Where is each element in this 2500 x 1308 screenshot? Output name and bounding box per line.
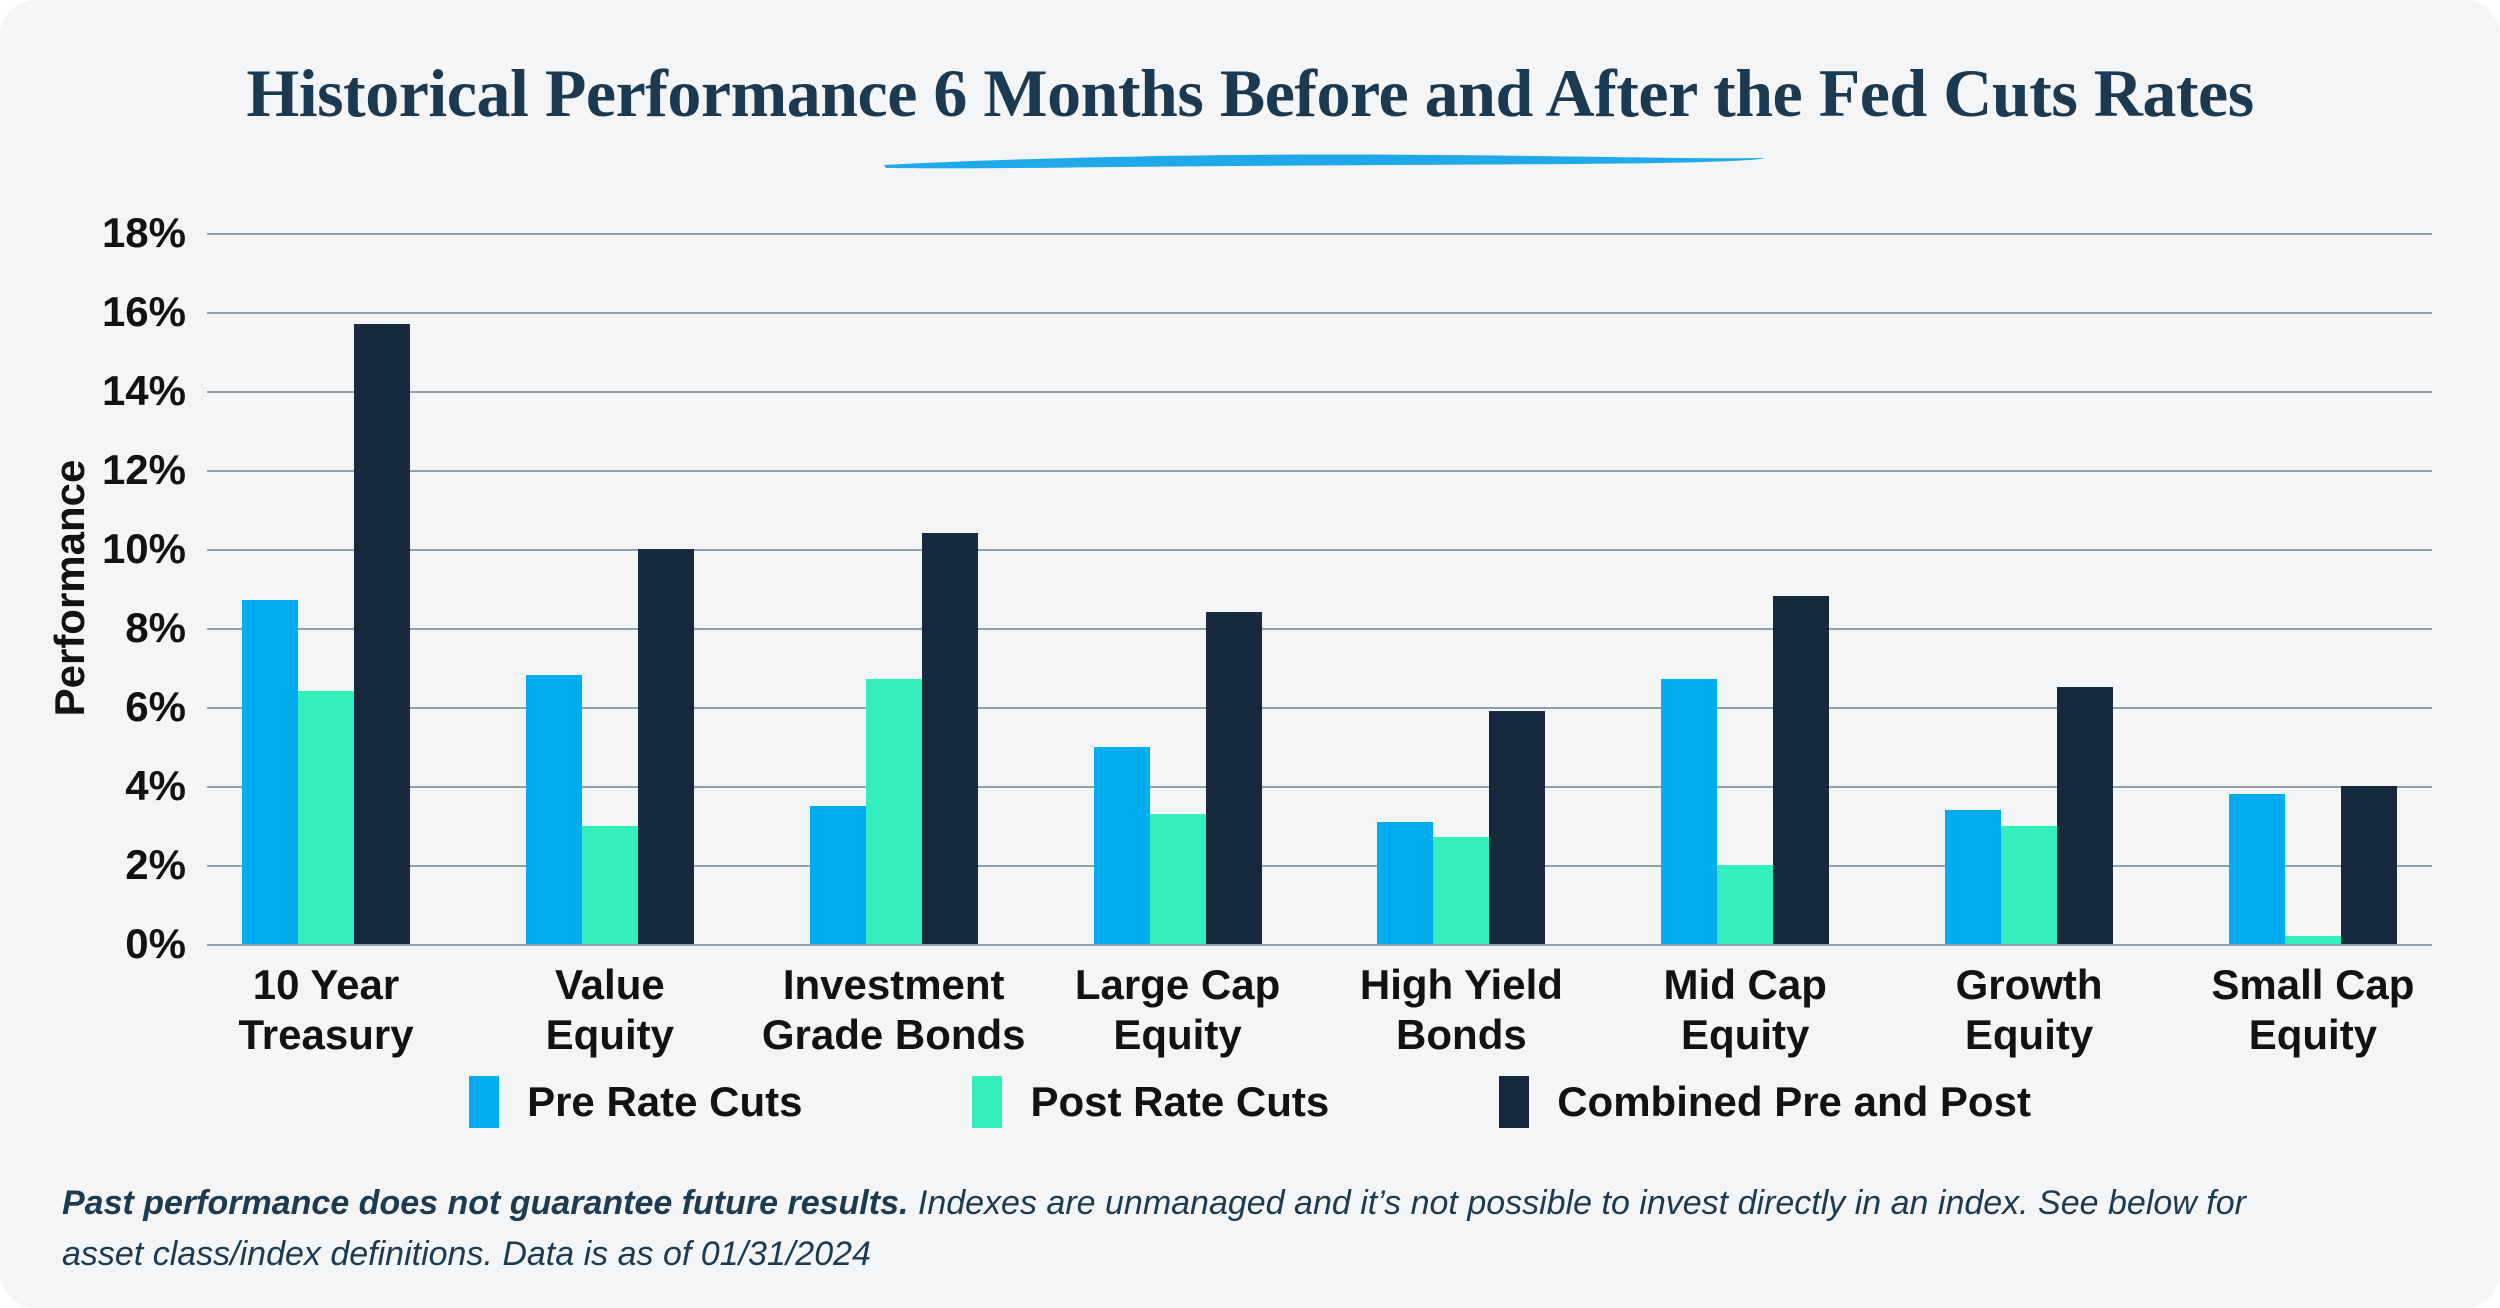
bar-post-rate-cuts: [298, 691, 354, 944]
bar-post-rate-cuts: [1433, 837, 1490, 944]
legend-swatch: [972, 1076, 1003, 1128]
y-axis-tick-label: 16%: [101, 288, 186, 335]
bar-group: [1945, 687, 2114, 944]
bar-post-rate-cuts: [581, 825, 638, 944]
x-axis-label: Value Equity: [526, 960, 694, 1072]
bar-group: [525, 549, 694, 944]
bar-pre-rate-cuts: [1945, 809, 2002, 944]
bar-combined-pre-and-post: [1489, 710, 1546, 944]
legend-item: Pre Rate Cuts: [469, 1076, 802, 1128]
bar-combined-pre-and-post: [2340, 786, 2397, 944]
bar-combined-pre-and-post: [1773, 596, 1830, 944]
x-axis-label-text: Growth Equity: [1955, 961, 2103, 1058]
bar-group: [1093, 612, 1262, 944]
y-axis-tick-label: 6%: [125, 683, 186, 730]
x-axis-label: Growth Equity: [1945, 960, 2113, 1072]
legend-item: Post Rate Cuts: [972, 1076, 1329, 1128]
bar-post-rate-cuts: [1149, 813, 1206, 944]
legend-label: Combined Pre and Post: [1557, 1078, 2031, 1125]
bar-pre-rate-cuts: [1377, 821, 1434, 944]
bar-group: [2228, 786, 2397, 944]
plot-area: [207, 233, 2432, 946]
x-axis-label-text: Small Cap Equity: [2211, 961, 2415, 1058]
y-axis-tick-label: 10%: [101, 525, 186, 572]
footnote-regular-text: Indexes are unmanaged and it’s not possi…: [62, 1184, 2246, 1273]
y-axis-tick-label: 12%: [101, 446, 186, 493]
bar-combined-pre-and-post: [2057, 687, 2114, 944]
x-axis-label-text: 10 Year Treasury: [238, 961, 414, 1058]
gridline-4: [207, 786, 2432, 788]
x-axis-label: Large Cap Equity: [1075, 960, 1280, 1072]
bar-combined-pre-and-post: [637, 549, 694, 944]
legend-item: Combined Pre and Post: [1499, 1076, 2031, 1128]
bar-pre-rate-cuts: [525, 675, 582, 944]
x-axis-label-text: Investment Grade Bonds: [761, 961, 1026, 1058]
y-axis-tick-label: 14%: [101, 367, 186, 414]
bar-pre-rate-cuts: [242, 600, 298, 944]
gridline-18: [207, 233, 2432, 235]
gridline-6: [207, 707, 2432, 709]
brush-stroke: [884, 154, 1764, 169]
title-underline-brush: [884, 154, 1764, 169]
x-axis-labels: 10 Year Treasury Value Equity Investment G…: [207, 960, 2432, 1072]
y-axis-tick-label: 2%: [125, 841, 186, 888]
x-axis-label-text: Value Equity: [545, 961, 675, 1058]
gridline-16: [207, 312, 2432, 314]
bar-post-rate-cuts: [1717, 865, 1774, 944]
legend-label: Pre Rate Cuts: [527, 1078, 803, 1125]
bar-post-rate-cuts: [2284, 936, 2341, 944]
y-axis-title: Performance: [46, 459, 93, 717]
bar-group: [809, 533, 978, 944]
x-axis-label-text: Mid Cap Equity: [1663, 961, 1827, 1058]
bar-pre-rate-cuts: [1661, 679, 1718, 944]
legend-label: Post Rate Cuts: [1030, 1078, 1330, 1125]
bar-groups: [207, 233, 2432, 944]
gridline-12: [207, 470, 2432, 472]
x-axis-label: 10 Year Treasury: [238, 960, 413, 1072]
gridline-14: [207, 391, 2432, 393]
x-axis-label: Small Cap Equity: [2211, 960, 2414, 1072]
gridline-8: [207, 628, 2432, 630]
y-axis-tick-label: 0%: [125, 920, 186, 967]
y-axis-tick-label: 4%: [125, 762, 186, 809]
chart-title: Historical Performance 6 Months Before a…: [246, 55, 2254, 131]
footnote: Past performance does not guarantee futu…: [62, 1178, 2466, 1280]
legend-swatch: [1499, 1076, 1530, 1128]
bar-combined-pre-and-post: [921, 533, 978, 944]
bar-post-rate-cuts: [2001, 825, 2058, 944]
bar-group: [242, 323, 410, 944]
x-axis-label: Mid Cap Equity: [1661, 960, 1829, 1072]
bar-combined-pre-and-post: [354, 323, 410, 944]
legend-swatch: [469, 1076, 500, 1128]
footnote-bold-text: Past performance does not guarantee futu…: [62, 1184, 909, 1222]
bar-group: [1661, 596, 1830, 944]
gridline-2: [207, 865, 2432, 867]
x-axis-label-text: High Yield Bonds: [1359, 961, 1563, 1058]
x-axis-label-text: Large Cap Equity: [1074, 961, 1281, 1058]
x-axis-label: Investment Grade Bonds: [762, 960, 1026, 1072]
y-axis-tick-labels: 0% 2% 4% 6% 8% 10% 12% 14% 16% 18%: [0, 209, 186, 967]
bar-post-rate-cuts: [865, 679, 922, 944]
bar-pre-rate-cuts: [809, 805, 866, 944]
gridline-0: [207, 944, 2432, 946]
bar-group: [1377, 710, 1546, 944]
legend: Pre Rate Cuts Post Rate Cuts Combined Pre …: [0, 1076, 2500, 1128]
y-axis-tick-label: 8%: [125, 604, 186, 651]
y-axis-tick-label: 18%: [101, 209, 186, 256]
x-axis-label: High Yield Bonds: [1360, 960, 1563, 1072]
bar-pre-rate-cuts: [2228, 793, 2285, 944]
bar-combined-pre-and-post: [1205, 612, 1262, 944]
gridline-10: [207, 549, 2432, 551]
bar-pre-rate-cuts: [1093, 746, 1150, 944]
